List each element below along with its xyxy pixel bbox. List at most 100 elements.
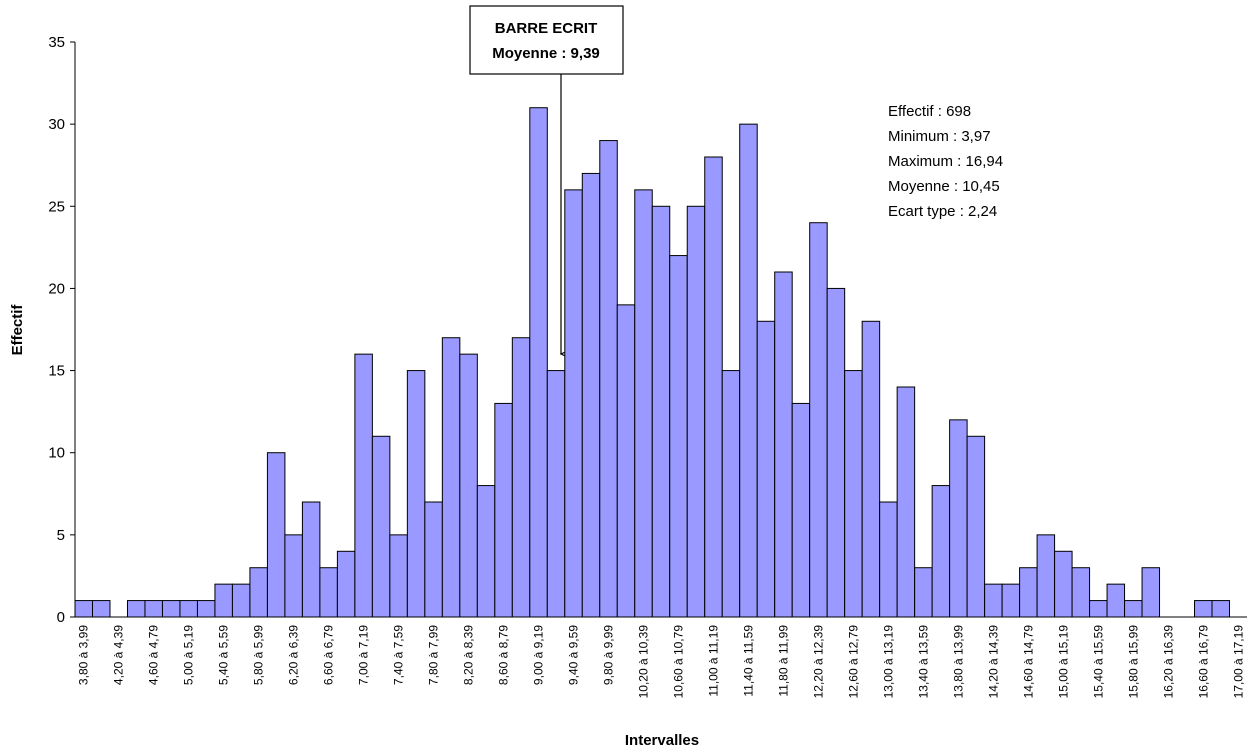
bar [231,583,251,618]
bar [371,435,391,618]
x-tick-label: 14,20 à 14,39 [986,625,1000,699]
stats-line: Moyenne : 10,45 [888,178,1000,195]
bar [511,337,531,618]
y-tick-label: 25 [48,198,65,215]
bar [441,337,461,618]
x-tick-label: 12,20 à 12,39 [811,625,825,699]
bar [599,140,618,618]
bar [406,370,426,618]
y-tick-label: 30 [48,116,65,133]
bar [179,600,198,618]
x-tick-label: 13,00 à 13,19 [881,625,895,699]
annotation-text: Moyenne : 9,39 [492,45,600,62]
bar [704,156,723,618]
bar [1106,583,1126,618]
x-tick-label: 9,40 à 9,59 [567,625,581,685]
bar [844,370,863,618]
annotation-text: BARRE ECRIT [495,20,598,37]
bar [896,386,916,618]
stats-line: Maximum : 16,94 [888,153,1003,170]
bar [319,567,338,618]
x-tick-label: 15,40 à 15,59 [1091,625,1105,699]
x-tick-label: 4,60 à 4,79 [147,625,161,685]
x-tick-label: 13,80 à 13,99 [951,625,965,699]
x-tick-label: 12,60 à 12,79 [846,625,860,699]
bar [529,107,548,618]
bar [669,255,688,618]
bar [1141,567,1161,618]
x-tick-label: 3,80 à 3,99 [77,625,91,685]
bar [581,172,601,618]
bar [354,353,373,618]
bar [809,222,828,618]
bar [249,567,268,618]
bar [949,419,968,618]
x-tick-label: 4,20 à 4,39 [112,625,126,685]
stats-line: Minimum : 3,97 [888,128,991,145]
bar [564,189,583,618]
bar [791,402,811,618]
bar [774,271,793,618]
bar [494,402,513,618]
x-tick-label: 10,60 à 10,79 [671,625,685,699]
bar [721,370,741,618]
x-tick-label: 11,00 à 11,19 [706,625,720,697]
bar [616,304,636,618]
bar [389,534,408,618]
bar [1054,550,1073,618]
bar [161,600,181,618]
bar [966,435,986,618]
bar [1019,567,1038,618]
bar [1089,600,1108,618]
bar [861,320,881,618]
x-tick-label: 8,20 à 8,39 [462,625,476,685]
annotation-box [469,5,624,75]
y-tick-label: 35 [48,34,65,51]
x-tick-label: 7,40 à 7,59 [392,625,406,685]
bar [1071,567,1091,618]
bar [1036,534,1056,618]
bar [651,205,671,618]
x-tick-label: 14,60 à 14,79 [1021,625,1035,699]
x-tick-label: 15,00 à 15,19 [1056,625,1070,699]
bar [476,485,496,618]
x-tick-label: 11,40 à 11,59 [741,625,755,697]
y-tick-label: 15 [48,363,65,380]
bar [931,485,951,618]
bar [214,583,233,618]
x-tick-label: 9,80 à 9,99 [602,625,616,685]
bar [739,123,758,618]
x-tick-label: 9,00 à 9,19 [532,625,546,685]
bar [546,370,566,618]
x-tick-label: 7,00 à 7,19 [357,625,371,685]
bar [424,501,443,618]
x-tick-label: 5,00 à 5,19 [182,625,196,685]
x-tick-label: 10,20 à 10,39 [637,625,651,699]
bar [1124,600,1143,618]
x-tick-label: 15,80 à 15,99 [1126,625,1140,699]
bar [1194,600,1213,618]
bar [984,583,1003,618]
x-tick-label: 16,20 à 16,39 [1161,625,1175,699]
bar [126,600,146,618]
x-tick-label: 8,60 à 8,79 [497,625,511,685]
bar [1001,583,1021,618]
stats-box: Effectif : 698 Minimum : 3,97 Maximum : 16… [888,103,1003,220]
bar [459,353,478,618]
bar [826,287,846,618]
stats-line: Effectif : 698 [888,103,971,120]
y-tick-label: 20 [48,280,65,297]
bar [686,205,706,618]
x-tick-label: 5,40 à 5,59 [217,625,231,685]
x-tick-label: 11,80 à 11,99 [776,625,790,697]
bar [284,534,303,618]
y-tick-label: 5 [57,527,65,544]
bar [336,550,356,618]
x-tick-label: 7,80 à 7,99 [427,625,441,685]
bar [634,189,653,618]
bar [196,600,216,618]
stats-line: Ecart type : 2,24 [888,203,997,220]
x-tick-label: 6,60 à 6,79 [322,625,336,685]
x-tick-label: 16,60 à 16,79 [1196,625,1210,699]
